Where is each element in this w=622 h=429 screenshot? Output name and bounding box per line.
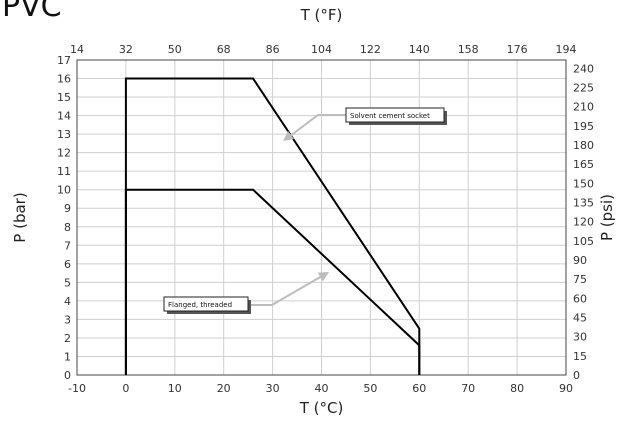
annotation-arrow-2 xyxy=(248,275,323,306)
y2-tick-label: 135 xyxy=(573,197,594,210)
y2-tick-label: 0 xyxy=(573,369,580,382)
y2-tick-label: 210 xyxy=(573,101,594,114)
x2-tick-label: 50 xyxy=(168,43,182,56)
y-tick-label: 3 xyxy=(64,313,71,326)
annotation-box-2 xyxy=(163,296,249,312)
y-tick-label: 17 xyxy=(57,54,71,67)
y-tick-label: 6 xyxy=(64,258,71,271)
x-tick-label: 90 xyxy=(559,382,573,395)
annotation-arrow-1 xyxy=(289,114,346,137)
y2-tick-label: 180 xyxy=(573,139,594,152)
x-tick-label: 20 xyxy=(217,382,231,395)
x-tick-label: 80 xyxy=(510,382,524,395)
axis-labels: T (°C) T (°F) P (bar) P (psi) xyxy=(11,6,616,417)
y2-tick-label: 240 xyxy=(573,62,594,75)
x-tick-label: -10 xyxy=(68,382,86,395)
y-tick-label: 14 xyxy=(57,110,71,123)
x2-tick-label: 122 xyxy=(360,43,381,56)
annotations: Solvent cement socket Flanged, threaded xyxy=(163,107,447,314)
y2-tick-label: 105 xyxy=(573,235,594,248)
x2-tick-label: 158 xyxy=(458,43,479,56)
tick-labels: -10 0 10 20 30 40 50 60 70 80 90012345678910111213… xyxy=(57,43,594,395)
x2-tick-label: 104 xyxy=(311,43,332,56)
annotation-arrow-head-2 xyxy=(317,272,329,282)
y2-tick-label: 15 xyxy=(573,350,587,363)
x2-tick-label: 194 xyxy=(556,43,577,56)
x2-axis-label: T (°F) xyxy=(300,6,343,24)
y-axis-label: P (bar) xyxy=(11,192,29,242)
y2-tick-label: 30 xyxy=(573,331,587,344)
y2-tick-label: 45 xyxy=(573,312,587,325)
y-tick-label: 0 xyxy=(64,369,71,382)
y-tick-label: 11 xyxy=(57,165,71,178)
y-tick-label: 12 xyxy=(57,147,71,160)
x2-tick-label: 32 xyxy=(119,43,133,56)
series-line-2 xyxy=(124,188,421,375)
x-tick-label: 40 xyxy=(315,382,329,395)
series-lines xyxy=(124,77,421,375)
x2-tick-label: 86 xyxy=(266,43,280,56)
y2-tick-label: 120 xyxy=(573,216,594,229)
y-tick-label: 4 xyxy=(64,295,71,308)
y-tick-label: 5 xyxy=(64,276,71,289)
y-tick-label: 15 xyxy=(57,91,71,104)
x-tick-label: 60 xyxy=(412,382,426,395)
y-tick-label: 16 xyxy=(57,73,71,86)
arrow-head-shape xyxy=(283,130,294,141)
y2-tick-label: 75 xyxy=(573,273,587,286)
y2-tick-label: 225 xyxy=(573,82,594,95)
plot-frame xyxy=(76,59,567,376)
y-tick-label: 1 xyxy=(64,350,71,363)
y-tick-label: 2 xyxy=(64,332,71,345)
x2-tick-label: 68 xyxy=(217,43,231,56)
x2-tick-label: 140 xyxy=(409,43,430,56)
annotation-label-2: Flanged, threaded xyxy=(168,301,232,309)
grid xyxy=(76,59,567,376)
y2-axis-label: P (psi) xyxy=(598,194,616,241)
y2-tick-label: 60 xyxy=(573,292,587,305)
x-tick-label: 0 xyxy=(122,382,129,395)
x-tick-label: 50 xyxy=(363,382,377,395)
x-tick-label: 70 xyxy=(461,382,475,395)
y-tick-label: 7 xyxy=(64,239,71,252)
arrow-head-shape xyxy=(317,272,329,282)
annotation-label-1: Solvent cement socket xyxy=(350,112,430,120)
y2-tick-label: 90 xyxy=(573,254,587,267)
y-tick-label: 9 xyxy=(64,202,71,215)
y2-tick-label: 195 xyxy=(573,120,594,133)
y-tick-label: 8 xyxy=(64,221,71,234)
x-tick-label: 10 xyxy=(168,382,182,395)
y2-tick-label: 150 xyxy=(573,177,594,190)
annotation-box-1 xyxy=(345,107,445,123)
y-tick-label: 13 xyxy=(57,128,71,141)
x2-tick-label: 14 xyxy=(70,43,84,56)
x-tick-label: 30 xyxy=(266,382,280,395)
y-tick-label: 10 xyxy=(57,184,71,197)
x2-tick-label: 176 xyxy=(507,43,528,56)
y2-tick-label: 165 xyxy=(573,158,594,171)
chart-title: PVC xyxy=(2,0,62,24)
annotation-arrow-head-1 xyxy=(283,130,294,141)
x-axis-label: T (°C) xyxy=(299,399,344,417)
